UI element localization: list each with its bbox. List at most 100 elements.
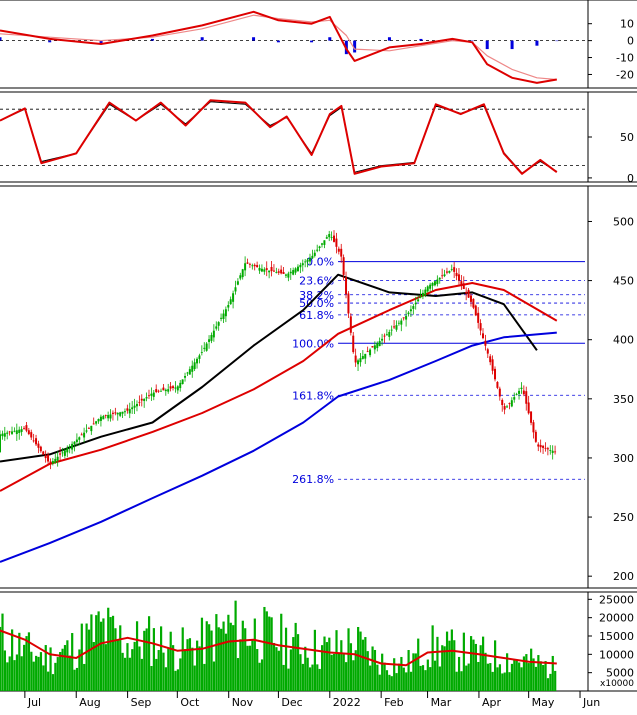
volume-bar: [366, 651, 369, 691]
volume-bar: [251, 639, 254, 691]
volume-bar: [385, 670, 389, 691]
volume-bar: [330, 654, 333, 691]
candle-body: [30, 432, 33, 438]
candle-body: [265, 268, 268, 270]
candle-body: [107, 414, 110, 419]
candle-body: [15, 430, 18, 435]
volume-bar: [333, 653, 336, 691]
candle-body: [316, 249, 319, 251]
candle-body: [1, 433, 4, 437]
candle-body: [121, 411, 124, 414]
candle-body: [3, 433, 6, 437]
y-tick-label: 0: [627, 172, 634, 185]
candle-body: [455, 272, 458, 277]
volume-bar: [316, 664, 319, 691]
volume-bar: [220, 628, 223, 691]
x-tick-label: Oct: [180, 696, 200, 709]
candle-body: [294, 268, 297, 273]
candle-body: [361, 356, 364, 359]
x-tick-label: Jun: [582, 696, 600, 709]
volume-bar: [364, 637, 367, 691]
candle-body: [494, 368, 497, 380]
candle-body: [364, 353, 367, 359]
volume-bar: [441, 645, 444, 691]
price-panel: 5004504003503002502000.0%23.6%38.2%50.0%…: [0, 215, 634, 583]
candle-body: [143, 398, 146, 401]
y-tick-label: 450: [613, 275, 634, 288]
x-tick-label: Feb: [384, 696, 403, 709]
candle-body: [167, 389, 170, 392]
candle-body: [35, 438, 38, 445]
candle-body: [147, 395, 150, 397]
candle-body: [186, 372, 189, 374]
candle-body: [6, 432, 9, 434]
candle-body: [66, 448, 69, 453]
candle-body: [184, 376, 187, 378]
volume-bar: [159, 626, 163, 691]
volume-bar: [393, 658, 396, 691]
macd-histogram-bar: [99, 40, 103, 44]
volume-bar: [335, 630, 338, 691]
candle-body: [383, 335, 386, 337]
volume-bar: [472, 639, 475, 691]
candle-body: [248, 263, 251, 265]
volume-bar: [92, 642, 95, 691]
volume-bar: [542, 665, 545, 691]
candle-body: [169, 386, 172, 389]
candle-body: [544, 447, 547, 449]
volume-bar: [196, 640, 199, 691]
volume-bar: [128, 657, 131, 691]
candle-body: [150, 393, 153, 396]
candle-body: [340, 248, 343, 257]
volume-bar: [467, 663, 470, 691]
candle-body: [49, 461, 52, 464]
volume-bar: [20, 656, 23, 691]
volume-bar: [152, 628, 155, 691]
candle-body: [155, 389, 158, 393]
volume-bar: [186, 639, 189, 691]
fib-level-label: 161.8%: [292, 389, 334, 402]
candle-body: [104, 415, 107, 416]
candle-body: [13, 430, 16, 432]
volume-bar: [191, 647, 194, 691]
volume-bar: [301, 663, 304, 691]
volume-bar: [522, 656, 526, 691]
candle-body: [323, 240, 326, 245]
x-tick-label: Apr: [482, 696, 502, 709]
candle-body: [292, 270, 295, 275]
candle-body: [251, 265, 254, 267]
candle-body: [284, 274, 287, 276]
volume-bar: [200, 617, 204, 691]
volume-bar: [320, 645, 324, 691]
y-tick-label: 0: [627, 35, 634, 48]
volume-bar: [549, 673, 552, 691]
candle-body: [515, 393, 518, 395]
volume-bar: [508, 672, 511, 691]
volume-bar: [537, 655, 540, 691]
volume-bar: [328, 637, 331, 691]
y-tick-label: -10: [616, 52, 634, 65]
candle-body: [414, 302, 417, 305]
volume-bar: [147, 616, 151, 691]
volume-bar: [539, 661, 542, 691]
candle-body: [212, 330, 215, 338]
volume-bar: [469, 636, 473, 691]
candle-body: [402, 317, 405, 319]
candle-body: [525, 391, 528, 404]
volume-bar: [510, 663, 514, 691]
volume-bar: [308, 667, 312, 691]
candle-body: [486, 349, 489, 354]
candle-body: [23, 427, 26, 429]
volume-bar: [337, 653, 341, 691]
volume-bar: [97, 611, 100, 691]
volume-bar: [248, 645, 252, 691]
volume-bar: [275, 647, 278, 691]
candle-body: [241, 269, 244, 278]
candle-body: [111, 412, 114, 414]
volume-bar: [260, 659, 264, 691]
volume-bar: [357, 626, 360, 691]
candle-body: [347, 293, 350, 314]
candle-body: [131, 407, 134, 410]
candle-body: [352, 335, 355, 353]
